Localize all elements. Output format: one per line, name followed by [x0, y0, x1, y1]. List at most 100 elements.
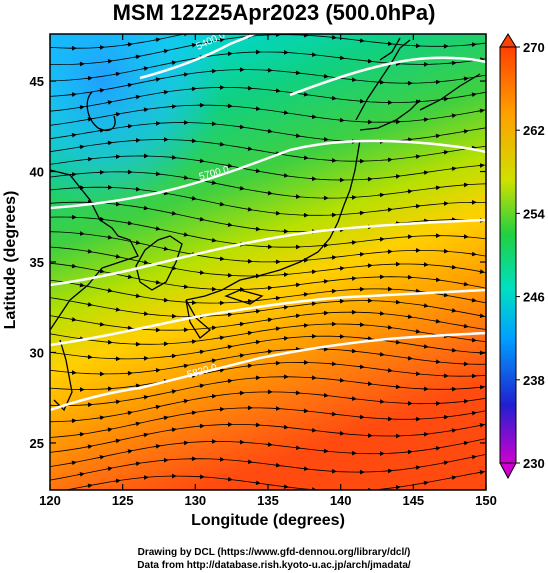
- wind-arrow: [197, 383, 205, 389]
- wind-arrow: [266, 19, 272, 20]
- wind-arrow: [405, 355, 413, 361]
- colorbar-tick-label: 270: [523, 40, 545, 55]
- wind-arrow: [97, 321, 105, 327]
- wind-arrow: [393, 174, 401, 179]
- wind-arrow: [385, 41, 393, 46]
- wind-arrow: [225, 222, 233, 228]
- wind-arrow: [105, 100, 113, 105]
- wind-arrow: [209, 393, 217, 399]
- wind-arrow: [349, 348, 357, 354]
- wind-arrow: [77, 282, 85, 288]
- wind-arrow: [477, 163, 485, 168]
- wind-arrow: [329, 411, 337, 417]
- wind-arrow: [273, 88, 281, 94]
- wind-arrow: [141, 107, 149, 113]
- y-axis-label: Latitude (degrees): [2, 190, 19, 330]
- wind-arrow: [413, 203, 421, 209]
- wind-arrow: [209, 68, 217, 74]
- wind-arrow: [161, 457, 169, 463]
- wind-arrow: [337, 55, 345, 61]
- wind-arrow: [169, 427, 177, 433]
- wind-arrow: [449, 308, 457, 313]
- wind-arrow: [105, 140, 113, 146]
- wind-arrow: [309, 301, 317, 307]
- wind-arrow: [349, 77, 357, 83]
- wind-arrow: [385, 468, 393, 474]
- wind-arrow: [69, 370, 77, 375]
- wind-arrow: [105, 288, 113, 293]
- colorbar-tick-label: 262: [523, 123, 545, 138]
- wind-arrow: [433, 445, 441, 451]
- wind-arrow: [461, 281, 469, 287]
- wind-arrow: [77, 432, 85, 437]
- x-tick-label: 150: [475, 493, 497, 508]
- wind-arrow: [181, 284, 189, 289]
- wind-arrow: [281, 305, 289, 310]
- credit-drawing: Drawing by DCL (https://www.gfd-dennou.o…: [137, 547, 411, 558]
- y-tick-label: 25: [30, 436, 44, 451]
- wind-arrow: [309, 176, 317, 182]
- wind-arrow: [350, 21, 356, 22]
- wind-arrow: [125, 325, 133, 331]
- wind-arrow: [169, 60, 177, 66]
- y-tick-label: 35: [30, 255, 44, 270]
- wind-arrow: [309, 427, 317, 433]
- colorbar-tick-label: 230: [523, 456, 545, 471]
- wind-arrow: [105, 59, 113, 64]
- wind-arrow: [441, 96, 449, 102]
- y-tick-label: 45: [30, 74, 44, 89]
- wind-arrow: [385, 324, 393, 330]
- wind-arrow: [337, 117, 345, 123]
- wind-arrow: [113, 478, 121, 484]
- colorbar-tick-label: 254: [523, 206, 545, 221]
- wind-arrow: [393, 299, 401, 305]
- colorbar: 230 238 246 254 262 270: [499, 33, 545, 480]
- wind-arrow: [153, 444, 161, 449]
- wind-arrow: [265, 442, 273, 447]
- colorbar-bottom-arrow: [499, 462, 517, 480]
- wind-arrow: [433, 185, 441, 191]
- wind-arrow: [197, 158, 205, 164]
- x-axis-label: Longitude (degrees): [191, 512, 345, 529]
- wind-arrow: [477, 313, 485, 318]
- wind-arrow: [217, 37, 225, 43]
- wind-arrow: [69, 317, 77, 322]
- wind-arrow: [169, 389, 177, 394]
- wind-arrow: [441, 460, 449, 466]
- wind-arrow: [189, 339, 197, 345]
- wind-arrow: [181, 398, 189, 404]
- wind-arrow: [209, 180, 217, 185]
- wind-arrow: [406, 27, 412, 28]
- wind-arrow: [153, 77, 161, 82]
- wind-arrow: [141, 394, 149, 400]
- wind-arrow: [469, 251, 477, 257]
- wind-arrow: [217, 368, 225, 373]
- wind-arrow: [209, 358, 217, 364]
- wind-arrow: [337, 266, 345, 271]
- wind-arrow: [421, 431, 429, 437]
- wind-arrow: [253, 339, 261, 345]
- streamline: [64, 471, 486, 490]
- wind-arrow: [461, 182, 469, 188]
- wind-arrow: [141, 432, 149, 438]
- wind-arrow: [461, 323, 469, 329]
- wind-arrow: [217, 256, 225, 262]
- wind-arrow: [161, 297, 169, 303]
- wind-arrow: [237, 353, 245, 359]
- wind-arrow: [461, 76, 469, 82]
- wind-arrow: [349, 396, 357, 401]
- wind-arrow: [321, 448, 329, 454]
- wind-arrow: [245, 459, 253, 465]
- wind-arrow: [377, 236, 385, 242]
- wind-arrow: [253, 168, 261, 174]
- wind-arrow: [69, 460, 77, 466]
- wind-arrow: [293, 133, 301, 138]
- wind-arrow: [433, 133, 441, 139]
- wind-arrow: [237, 185, 245, 191]
- wind-arrow: [85, 444, 93, 450]
- wind-arrow: [197, 216, 205, 222]
- streamline: [50, 104, 486, 126]
- wind-arrow: [293, 70, 301, 76]
- wind-arrow: [357, 38, 365, 43]
